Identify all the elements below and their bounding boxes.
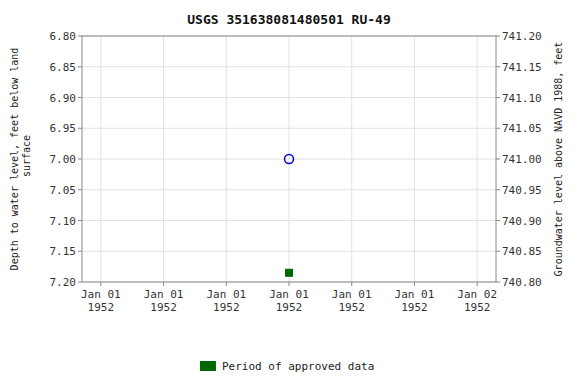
y-tick: [78, 220, 82, 221]
y-tick: [78, 282, 82, 283]
y2-tick-label: 740.85: [502, 245, 542, 258]
y2-tick: [496, 220, 500, 221]
y-tick: [78, 128, 82, 129]
x-tick-label: Jan 011952: [81, 288, 121, 314]
x-tick: [351, 282, 352, 286]
y-tick-label: 6.85: [50, 61, 77, 74]
x-tick-label: Jan 011952: [206, 288, 246, 314]
y2-tick: [496, 189, 500, 190]
x-tick: [226, 282, 227, 286]
y2-tick-label: 740.90: [502, 215, 542, 228]
legend: Period of approved data: [200, 360, 374, 373]
y2-tick-label: 740.80: [502, 276, 542, 289]
x-tick-label: Jan 021952: [457, 288, 497, 314]
grid-line: [163, 36, 164, 282]
y2-tick-label: 741.20: [502, 30, 542, 43]
x-tick: [414, 282, 415, 286]
y2-tick-label: 741.05: [502, 122, 542, 135]
y-tick-label: 7.00: [50, 153, 77, 166]
plot-frame: [82, 36, 496, 282]
point: [285, 155, 294, 164]
y2-tick: [496, 66, 500, 67]
x-tick: [477, 282, 478, 286]
y-tick-label: 6.90: [50, 92, 77, 105]
y2-tick: [496, 128, 500, 129]
y-tick-label: 6.80: [50, 30, 77, 43]
grid-line: [414, 36, 415, 282]
y2-tick: [496, 251, 500, 252]
grid-line: [289, 36, 290, 282]
y2-tick: [496, 282, 500, 283]
legend-label: Period of approved data: [222, 360, 374, 373]
y-tick: [78, 251, 82, 252]
y2-tick: [496, 36, 500, 37]
x-tick: [100, 282, 101, 286]
y2-tick-label: 741.15: [502, 61, 542, 74]
y-tick-label: 7.10: [50, 215, 77, 228]
x-tick-label: Jan 011952: [395, 288, 435, 314]
y-tick-label: 6.95: [50, 122, 77, 135]
y-tick: [78, 97, 82, 98]
y-tick: [78, 189, 82, 190]
grid-line: [100, 36, 101, 282]
grid: [82, 36, 496, 282]
background: [0, 0, 576, 384]
x-tick-label: Jan 011952: [269, 288, 309, 314]
y2-tick-label: 741.10: [502, 92, 542, 105]
y-axis-label: Depth to water level, feet below land su…: [9, 48, 32, 271]
grid-line: [477, 36, 478, 282]
y-tick: [78, 66, 82, 67]
marks: [285, 155, 294, 277]
y2-tick: [496, 159, 500, 160]
legend-swatch: [200, 361, 216, 371]
y-tick-label: 7.15: [50, 245, 77, 258]
x-tick-label: Jan 011952: [332, 288, 372, 314]
y2-axis-label: Groundwater level above NAVD 1988, feet: [553, 42, 564, 277]
y2-tick: [496, 97, 500, 98]
y2-tick-label: 741.00: [502, 153, 542, 166]
grid-line: [351, 36, 352, 282]
y-tick: [78, 36, 82, 37]
y-tick: [78, 159, 82, 160]
y-tick-label: 7.05: [50, 184, 77, 197]
y2-tick-label: 740.95: [502, 184, 542, 197]
title: USGS 351638081480501 RU-49: [187, 12, 391, 27]
axes: 6.80 6.85 6.90 6.95 7.00 7.05 7.10 7.15 7.20 740.…: [50, 30, 542, 314]
x-tick: [163, 282, 164, 286]
x-tick: [289, 282, 290, 286]
point: [286, 269, 293, 276]
x-tick-label: Jan 011952: [144, 288, 184, 314]
y-tick-label: 7.20: [50, 276, 77, 289]
grid-line: [226, 36, 227, 282]
chart: 6.80 6.85 6.90 6.95 7.00 7.05 7.10 7.15 7.20 740.…: [0, 0, 576, 384]
